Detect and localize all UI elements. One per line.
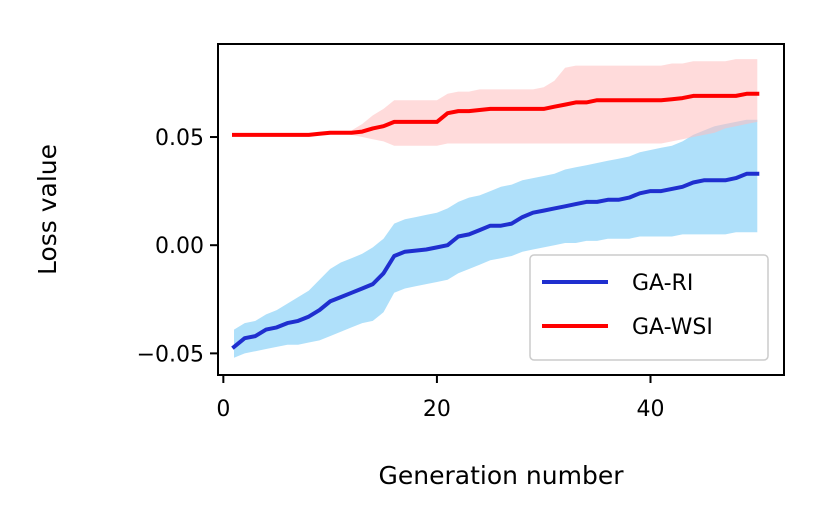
legend-label: GA-RI [632, 271, 693, 296]
x-axis-ticks: 0 20 40 [216, 375, 665, 422]
series-line-ga-ri [231, 171, 760, 350]
series-line-ga-wsi [232, 91, 760, 137]
y-axis-label: Loss value [33, 144, 62, 275]
x-tick-label: 20 [423, 397, 451, 422]
band-ga-wsi [234, 59, 758, 146]
legend-label: GA-WSI [632, 315, 713, 340]
plot-frame [217, 43, 785, 376]
legend: GA-RI GA-WSI [529, 254, 769, 361]
x-tick-label: 40 [637, 397, 665, 422]
y-tick-label: −0.05 [137, 342, 204, 367]
series-lines [231, 91, 760, 350]
y-axis-ticks: −0.05 0.00 0.05 [137, 126, 218, 367]
confidence-bands [234, 59, 758, 358]
y-tick-label: 0.05 [155, 126, 204, 151]
x-axis-label: Generation number [379, 461, 625, 490]
y-tick-label: 0.00 [155, 234, 204, 259]
band-ga-ri [234, 119, 758, 358]
x-tick-label: 0 [216, 397, 230, 422]
